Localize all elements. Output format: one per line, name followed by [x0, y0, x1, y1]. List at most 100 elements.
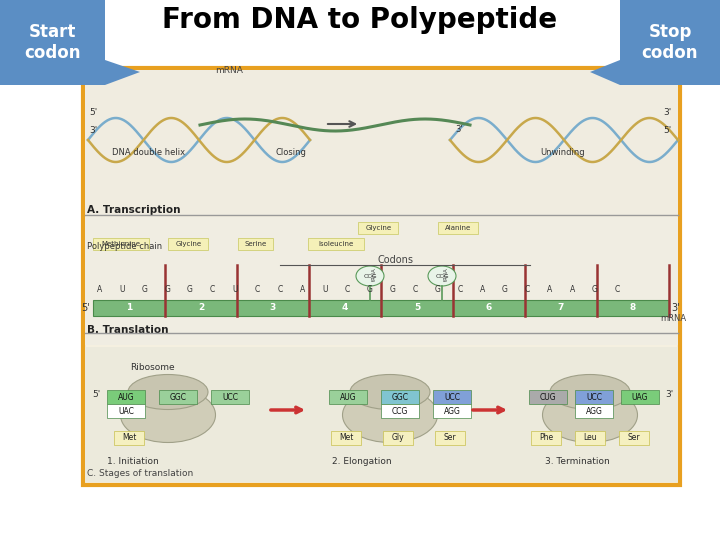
Text: B. Translation: B. Translation	[87, 325, 168, 335]
Text: AUG: AUG	[340, 393, 356, 402]
FancyBboxPatch shape	[93, 238, 149, 250]
Text: 7: 7	[558, 303, 564, 313]
Text: C: C	[277, 286, 283, 294]
Text: A: A	[570, 286, 575, 294]
Text: C: C	[457, 286, 463, 294]
Text: A. Transcription: A. Transcription	[87, 205, 181, 215]
FancyBboxPatch shape	[114, 431, 144, 445]
FancyBboxPatch shape	[575, 404, 613, 418]
Text: Closing: Closing	[275, 148, 306, 157]
Text: Stop
codon: Stop codon	[642, 23, 698, 62]
Text: C: C	[210, 286, 215, 294]
Text: G: G	[187, 286, 193, 294]
Text: UCC: UCC	[222, 393, 238, 402]
Text: Phe: Phe	[539, 434, 553, 442]
Ellipse shape	[350, 375, 430, 409]
FancyBboxPatch shape	[381, 390, 419, 404]
Text: Codons: Codons	[377, 255, 413, 265]
Text: mRNA: mRNA	[660, 314, 686, 323]
FancyBboxPatch shape	[85, 347, 678, 482]
Text: 1: 1	[126, 303, 132, 313]
Text: 5': 5'	[92, 390, 100, 399]
Text: A: A	[547, 286, 553, 294]
FancyBboxPatch shape	[433, 404, 471, 418]
FancyBboxPatch shape	[381, 404, 419, 418]
FancyBboxPatch shape	[0, 0, 105, 85]
Text: G: G	[367, 286, 373, 294]
Text: CUG: CUG	[540, 393, 557, 402]
Polygon shape	[590, 60, 620, 85]
Text: AGG: AGG	[585, 407, 603, 415]
Text: C: C	[615, 286, 620, 294]
Ellipse shape	[120, 388, 215, 442]
Text: Ser: Ser	[444, 434, 456, 442]
FancyBboxPatch shape	[358, 222, 398, 234]
Text: Methionine: Methionine	[102, 241, 140, 247]
Text: A: A	[300, 286, 305, 294]
Text: G: G	[435, 286, 441, 294]
Text: 2: 2	[198, 303, 204, 313]
Text: UAC: UAC	[118, 407, 134, 415]
Text: Ser: Ser	[628, 434, 640, 442]
FancyBboxPatch shape	[211, 390, 249, 404]
Text: UCC: UCC	[586, 393, 602, 402]
Text: G: G	[390, 286, 395, 294]
FancyBboxPatch shape	[529, 390, 567, 404]
Text: 3: 3	[270, 303, 276, 313]
FancyBboxPatch shape	[383, 431, 413, 445]
Text: U: U	[323, 286, 328, 294]
Text: Isoleucine: Isoleucine	[318, 241, 354, 247]
FancyBboxPatch shape	[531, 431, 561, 445]
FancyBboxPatch shape	[575, 390, 613, 404]
Text: Gly: Gly	[392, 434, 405, 442]
Text: AGG: AGG	[444, 407, 460, 415]
FancyBboxPatch shape	[168, 238, 208, 250]
Text: From DNA to Polypeptide: From DNA to Polypeptide	[163, 6, 557, 34]
FancyBboxPatch shape	[238, 238, 273, 250]
Text: 5: 5	[414, 303, 420, 313]
Ellipse shape	[542, 388, 637, 442]
Text: 4: 4	[342, 303, 348, 313]
Text: C: C	[345, 286, 350, 294]
Ellipse shape	[128, 375, 208, 409]
Text: C: C	[413, 286, 418, 294]
FancyBboxPatch shape	[438, 222, 478, 234]
Text: U: U	[233, 286, 238, 294]
Text: C: C	[525, 286, 530, 294]
FancyBboxPatch shape	[620, 0, 720, 85]
FancyBboxPatch shape	[619, 431, 649, 445]
Ellipse shape	[356, 266, 384, 286]
Text: Glycine: Glycine	[175, 241, 202, 247]
Text: U: U	[120, 286, 125, 294]
Text: 8: 8	[630, 303, 636, 313]
Text: tRNA: tRNA	[372, 267, 377, 281]
Text: G: G	[592, 286, 598, 294]
Text: 3': 3'	[89, 126, 97, 135]
Text: CCG: CCG	[363, 273, 377, 279]
FancyBboxPatch shape	[329, 390, 367, 404]
Text: Glycine: Glycine	[365, 225, 391, 231]
FancyBboxPatch shape	[107, 404, 145, 418]
Text: Start
codon: Start codon	[24, 23, 81, 62]
FancyBboxPatch shape	[85, 70, 678, 215]
FancyBboxPatch shape	[159, 390, 197, 404]
FancyBboxPatch shape	[433, 390, 471, 404]
Text: 3. Termination: 3. Termination	[544, 457, 609, 466]
Text: 5': 5'	[89, 108, 97, 117]
Text: A: A	[480, 286, 485, 294]
FancyBboxPatch shape	[83, 68, 680, 485]
Text: Serine: Serine	[245, 241, 266, 247]
Text: Met: Met	[339, 434, 354, 442]
Text: tRNA: tRNA	[444, 267, 449, 281]
Text: Unwinding: Unwinding	[540, 148, 585, 157]
Ellipse shape	[343, 388, 438, 442]
Text: 1. Initiation: 1. Initiation	[107, 457, 159, 466]
Text: 2. Elongation: 2. Elongation	[332, 457, 392, 466]
Ellipse shape	[550, 375, 630, 409]
Ellipse shape	[428, 266, 456, 286]
Text: DNA double helix: DNA double helix	[112, 148, 185, 157]
Text: 3': 3'	[663, 108, 671, 117]
FancyBboxPatch shape	[85, 217, 678, 345]
Text: Alanine: Alanine	[445, 225, 472, 231]
Text: C. Stages of translation: C. Stages of translation	[87, 469, 193, 478]
